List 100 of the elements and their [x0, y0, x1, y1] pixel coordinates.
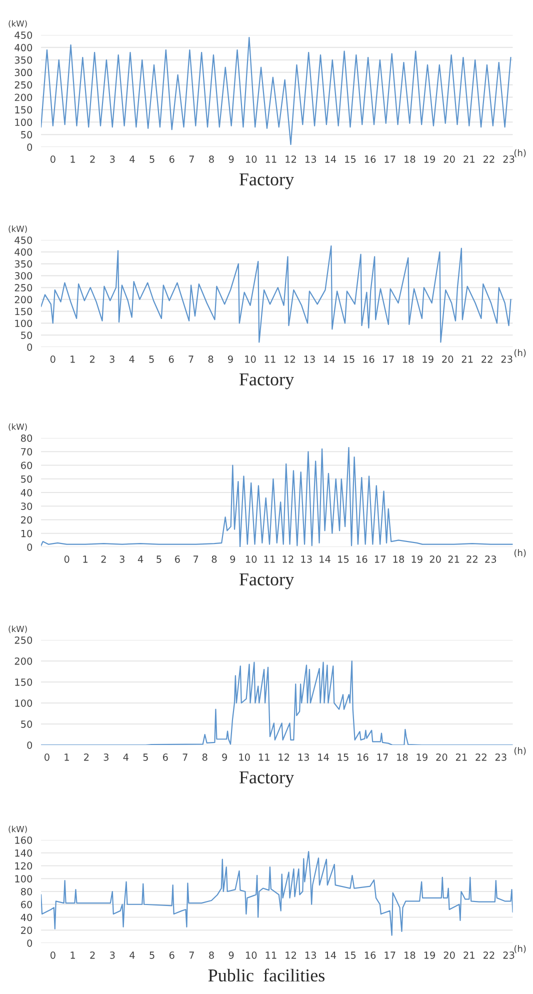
line-series	[41, 36, 512, 146]
x-tick-label: 17	[377, 754, 388, 761]
y-tick-label: 250	[14, 284, 32, 292]
x-tick-label: 23	[485, 556, 496, 563]
x-tick-label: 1	[70, 356, 75, 363]
x-tick-label: 16	[364, 952, 376, 959]
x-tick-label: 22	[482, 356, 492, 363]
y-tick-label: 350	[14, 260, 32, 268]
x-tick-label: 21	[448, 556, 460, 563]
x-tick-label: 15	[338, 556, 349, 563]
x-tick-label: 19	[412, 556, 422, 563]
x-tick-label: 23	[503, 156, 514, 163]
x-tick-label: 7	[189, 952, 194, 959]
x-axis-title: (h)	[514, 149, 526, 158]
y-tick-label: 400	[14, 248, 32, 256]
x-tick-label: 18	[404, 156, 416, 163]
x-tick-label: 2	[90, 952, 95, 959]
y-tick-label: 350	[14, 56, 32, 64]
x-tick-label: 11	[264, 556, 275, 563]
x-axis-title: (h)	[514, 747, 526, 756]
x-tick-label: 20	[430, 556, 441, 563]
x-tick-label: 0	[50, 952, 56, 959]
x-tick-label: 11	[266, 952, 276, 959]
x-tick-label: 4	[130, 156, 135, 163]
x-tick-label: 11	[266, 156, 276, 163]
y-tick-label: 50	[21, 720, 32, 728]
x-tick-label: 2	[84, 754, 89, 761]
x-axis-title: (h)	[514, 549, 526, 558]
x-tick-label: 6	[169, 952, 174, 959]
x-tick-label: 0	[50, 356, 56, 363]
x-tick-label: 1	[70, 952, 75, 959]
y-tick-label: 400	[14, 44, 32, 52]
y-tick-label: 50	[21, 332, 32, 339]
x-tick-label: 13	[304, 356, 315, 363]
y-tick-label: 100	[15, 875, 32, 882]
x-tick-label: 22	[483, 156, 494, 163]
y-tick-label: 250	[14, 81, 32, 89]
y-tick-label: 200	[14, 657, 32, 665]
x-tick-label: 12	[278, 754, 290, 761]
x-tick-label: 6	[169, 156, 174, 163]
x-tick-label: 1	[83, 556, 88, 563]
x-tick-label: 12	[282, 556, 294, 563]
y-tick-label: 120	[15, 862, 32, 870]
x-tick-label: 7	[189, 156, 194, 163]
x-tick-label: 5	[150, 156, 154, 163]
y-tick-label: 0	[27, 543, 32, 551]
x-tick-label: 17	[384, 952, 396, 959]
x-tick-label: 13	[301, 556, 312, 563]
x-tick-label: 20	[444, 156, 455, 163]
x-tick-label: 5	[143, 754, 148, 761]
x-tick-label: 22	[476, 754, 486, 761]
x-tick-label: 19	[424, 952, 436, 959]
line-series	[41, 660, 513, 745]
y-tick-label: 200	[14, 296, 32, 304]
x-tick-label: 19	[422, 356, 434, 363]
y-tick-label: 250	[14, 636, 32, 644]
x-tick-label: 10	[239, 754, 250, 761]
x-tick-label: 8	[208, 356, 214, 363]
x-tick-label: 15	[345, 952, 356, 959]
y-tick-label: 100	[15, 699, 32, 707]
x-tick-label: 6	[168, 356, 174, 363]
x-tick-label: 23	[495, 754, 506, 761]
y-tick-label: 150	[15, 678, 32, 686]
x-tick-label: 10	[245, 356, 256, 363]
y-tick-label: 0	[27, 741, 32, 749]
x-tick-label: 20	[436, 754, 448, 761]
x-tick-label: 15	[338, 754, 348, 761]
y-tick-label: 50	[21, 475, 32, 483]
text: Factory	[239, 173, 294, 190]
x-tick-label: 19	[416, 754, 428, 761]
x-tick-label: 21	[456, 754, 467, 761]
x-tick-label: 10	[246, 952, 257, 959]
x-tick-label: 20	[442, 356, 454, 363]
y-tick-label: 30	[21, 502, 32, 510]
y-axis-title: (kW)	[8, 423, 27, 431]
x-tick-label: 14	[318, 754, 329, 761]
x-tick-label: 14	[320, 556, 330, 563]
y-tick-label: 0	[27, 939, 32, 947]
x-tick-label: 14	[324, 356, 335, 363]
x-tick-label: 21	[462, 356, 473, 363]
x-tick-label: 0	[50, 156, 56, 163]
y-tick-label: 40	[20, 488, 32, 496]
y-tick-label: 140	[15, 849, 32, 857]
x-tick-label: 5	[150, 952, 154, 959]
text: Factory	[239, 373, 294, 390]
y-axis-title: (kW)	[8, 626, 27, 634]
x-tick-label: 6	[162, 754, 168, 761]
x-tick-label: 5	[149, 356, 154, 363]
x-tick-label: 2	[101, 556, 106, 563]
x-tick-label: 17	[383, 356, 394, 363]
y-tick-label: 150	[15, 106, 32, 114]
x-tick-label: 7	[188, 356, 194, 363]
x-tick-label: 8	[202, 754, 208, 761]
y-tick-label: 450	[14, 31, 32, 39]
x-tick-label: 8	[209, 156, 214, 163]
x-tick-label: 10	[246, 156, 257, 163]
x-tick-label: 3	[104, 754, 108, 761]
line-series	[41, 446, 513, 547]
y-axis-title: (kW)	[8, 826, 27, 834]
y-tick-label: 100	[15, 320, 32, 328]
